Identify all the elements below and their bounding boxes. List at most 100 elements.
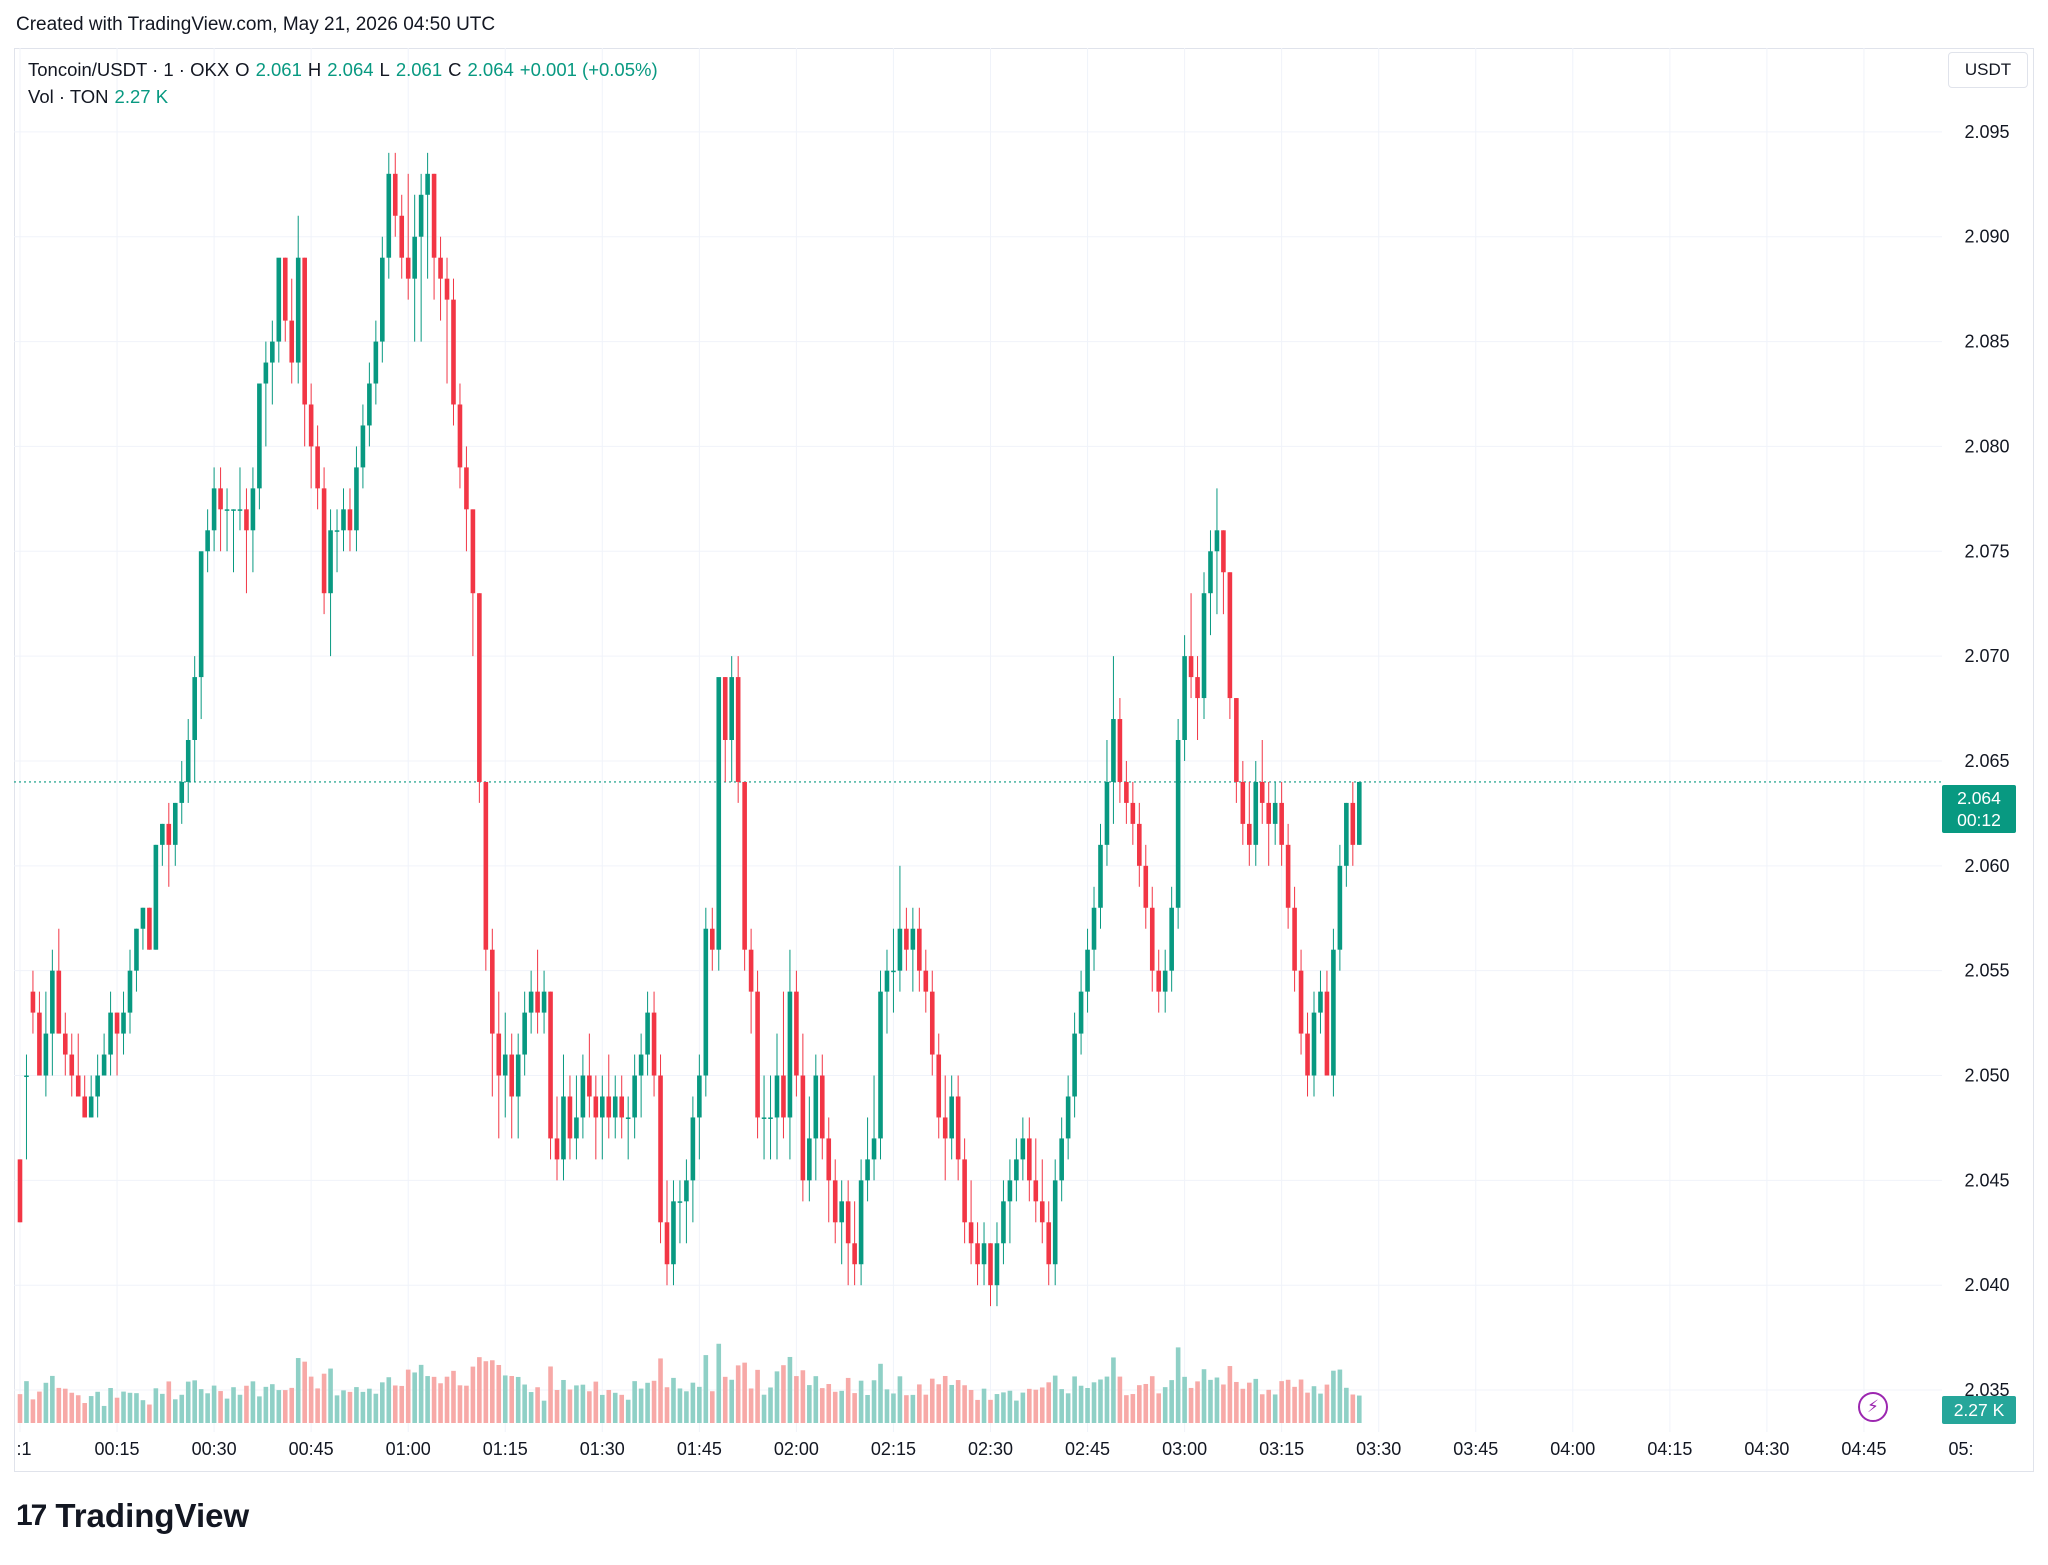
candle-body — [1078, 991, 1084, 1034]
candle-body — [231, 509, 236, 511]
candle-body — [457, 404, 463, 468]
candle-body — [748, 949, 754, 992]
candle-body — [270, 341, 275, 363]
candle-body — [962, 1159, 967, 1223]
candle-body — [574, 1117, 579, 1139]
volume-bar — [865, 1394, 870, 1423]
volume-bar — [832, 1391, 838, 1423]
time-tick-label: 00:45 — [289, 1439, 334, 1459]
volume-bar — [852, 1393, 857, 1423]
candle-body — [438, 257, 443, 279]
candle-body — [845, 1201, 851, 1244]
candle-body — [1292, 907, 1297, 971]
volume-bar — [722, 1376, 728, 1423]
volume-bar — [1182, 1376, 1187, 1423]
volume-bar — [981, 1388, 987, 1423]
volume-bar — [24, 1381, 29, 1423]
candle-body — [781, 1075, 786, 1118]
last-price-value: 2.064 — [1957, 788, 2001, 808]
candle-body — [69, 1054, 75, 1076]
symbol-name[interactable]: Toncoin/USDT · 1 · OKX — [28, 59, 230, 80]
candle-body — [632, 1075, 637, 1118]
candle-body — [380, 257, 385, 342]
volume-bar — [975, 1399, 980, 1423]
candle-body — [658, 1075, 663, 1223]
volume-bar — [1344, 1387, 1349, 1423]
candle-body — [50, 970, 55, 1034]
tradingview-mark-icon: 17 — [16, 1499, 47, 1532]
volume-bar — [127, 1392, 133, 1423]
candle-body — [367, 383, 372, 426]
open-value: 2.061 — [255, 59, 302, 80]
volume-bar — [140, 1400, 146, 1423]
volume-bar — [1078, 1385, 1084, 1423]
candle-body — [515, 1054, 521, 1097]
price-tick-label: 2.050 — [1964, 1066, 2009, 1086]
volume-bar — [114, 1397, 120, 1423]
tradingview-name: TradingView — [55, 1497, 250, 1534]
volume-bar — [160, 1393, 165, 1423]
time-tick-label: 03:15 — [1259, 1439, 1304, 1459]
volume-bar — [929, 1378, 935, 1423]
volume-bar — [580, 1384, 586, 1423]
time-axis[interactable]: :1 00:15 00:30 00:45 01:00 01:15 01:30 01:45 02:… — [16, 1439, 1973, 1459]
volume-bar — [600, 1394, 605, 1423]
candle-body — [121, 1012, 126, 1034]
candle-body — [975, 1243, 980, 1265]
volume-bar — [218, 1391, 223, 1423]
currency-button[interactable]: USDT — [1948, 52, 2028, 88]
open-label: O — [235, 59, 250, 80]
candle-body — [470, 509, 476, 594]
candle-body — [1007, 1180, 1013, 1202]
time-tick-label: 04:30 — [1744, 1439, 1789, 1459]
volume-bar — [625, 1399, 631, 1423]
volume-bar — [1059, 1389, 1064, 1423]
candle-body — [606, 1096, 612, 1118]
volume-bar — [1169, 1380, 1174, 1423]
candle-body — [774, 1075, 780, 1118]
candle-body — [871, 1138, 877, 1160]
candle-body — [1052, 1180, 1058, 1265]
candle-body — [832, 1180, 838, 1223]
candle-body — [826, 1138, 832, 1181]
volume-bar — [360, 1391, 366, 1423]
volume-bar — [1266, 1389, 1272, 1423]
volume-bar — [1240, 1388, 1246, 1423]
volume-bar — [677, 1388, 683, 1423]
volume-bar — [438, 1383, 443, 1423]
candle-body — [114, 1012, 120, 1034]
price-tick-label: 2.060 — [1964, 856, 2009, 876]
time-tick-label: 00:30 — [192, 1439, 237, 1459]
volume-bar — [1331, 1370, 1336, 1423]
candle-body — [444, 278, 450, 300]
price-axis[interactable]: 2.035 2.040 2.045 2.050 2.055 2.060 2.065 2.070… — [1964, 122, 2009, 1400]
candle-body — [509, 1054, 515, 1097]
candle-body — [1130, 802, 1136, 824]
candle-body — [755, 991, 760, 1118]
candle-body — [865, 1159, 870, 1181]
candle-body — [30, 991, 36, 1013]
candle-body — [671, 1201, 676, 1265]
symbol-legend: Toncoin/USDT · 1 · OKX O 2.061 H 2.064 L 2.… — [28, 56, 658, 110]
volume-label[interactable]: Vol · TON — [28, 86, 109, 107]
candle-body — [451, 299, 456, 405]
volume-bar — [308, 1376, 314, 1423]
tradingview-logo[interactable]: 17 TradingView — [16, 1497, 249, 1535]
candle-body — [360, 425, 366, 468]
candle-body — [936, 1054, 942, 1118]
candlestick-chart[interactable]: 2.035 2.040 2.045 2.050 2.055 2.060 2.065 2.070… — [0, 0, 2048, 1480]
volume-bar — [121, 1391, 126, 1423]
candle-body — [716, 677, 722, 950]
volume-bar — [1259, 1394, 1265, 1423]
candle-body — [1234, 698, 1239, 782]
candle-body — [1337, 865, 1343, 950]
candle-body — [263, 362, 269, 384]
lightning-icon[interactable]: ⚡ — [1858, 1392, 1888, 1422]
candle-body — [1272, 802, 1278, 824]
volume-bar — [282, 1390, 288, 1423]
candle-body — [955, 1096, 961, 1160]
volume-bar — [425, 1376, 430, 1423]
time-tick-label: 01:00 — [386, 1439, 431, 1459]
candle-body — [612, 1096, 618, 1118]
high-value: 2.064 — [327, 59, 374, 80]
